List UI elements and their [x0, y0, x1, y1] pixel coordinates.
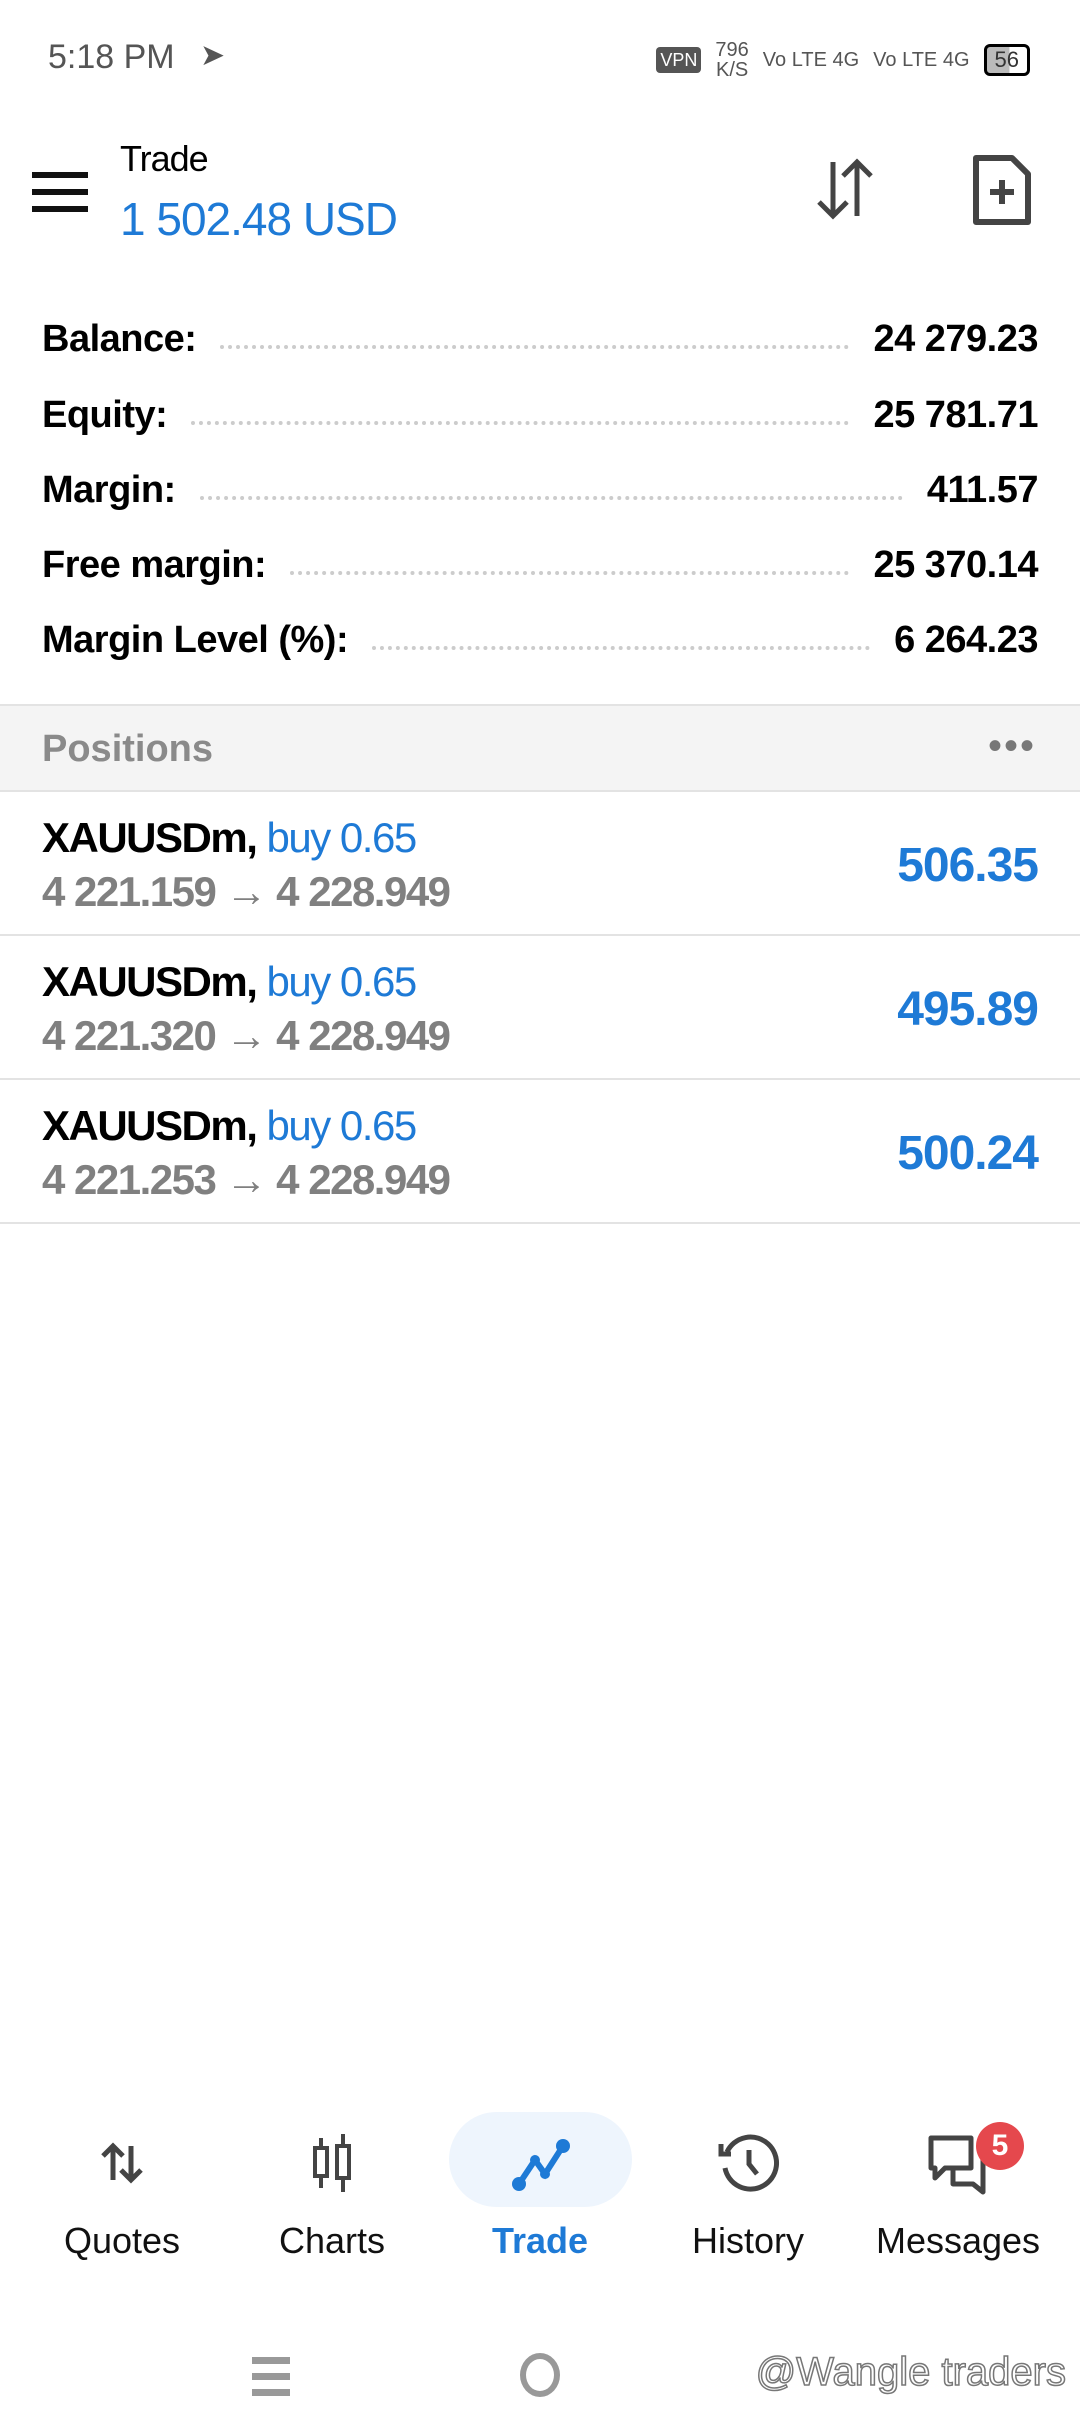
symbol: XAUUSDm,	[42, 814, 258, 861]
tab-quotes[interactable]: Quotes	[22, 2110, 222, 2290]
positions-header: Positions •••	[0, 704, 1080, 792]
sort-icon[interactable]	[805, 150, 885, 230]
balance-row: Balance: 24 279.23	[42, 309, 1038, 369]
prices: 4 221.320 → 4 228.949	[42, 1012, 451, 1059]
side: buy 0.65	[266, 958, 418, 1005]
net-unit: K/S	[715, 59, 749, 81]
bottom-nav: Quotes Charts Trade History 5 Messages	[0, 2110, 1080, 2290]
position-row[interactable]: XAUUSDm, buy 0.65 4 221.253 → 4 228.949 …	[0, 1080, 1080, 1224]
value: 411.57	[926, 468, 1039, 511]
margin-level-row: Margin Level (%): 6 264.23	[42, 610, 1038, 670]
value: 25 781.71	[873, 393, 1038, 436]
label: Equity:	[42, 393, 168, 436]
tab-label: Charts	[278, 2220, 386, 2261]
profit-total: 1 502.48 USD	[120, 193, 398, 245]
prices: 4 221.159 → 4 228.949	[42, 868, 451, 915]
net-speed: 796	[715, 39, 749, 61]
profit: 500.24	[897, 1127, 1039, 1180]
messages-icon	[928, 2135, 986, 2195]
status-time: 5:18 PM	[48, 38, 175, 76]
system-nav-bar	[0, 2345, 1080, 2415]
new-order-icon[interactable]	[962, 150, 1042, 230]
symbol: XAUUSDm,	[42, 958, 258, 1005]
positions-title: Positions	[42, 728, 214, 770]
label: Balance:	[42, 317, 197, 360]
equity-row: Equity: 25 781.71	[42, 385, 1038, 445]
free-margin-row: Free margin: 25 370.14	[42, 535, 1038, 595]
telegram-icon: ➤	[200, 39, 226, 72]
side: buy 0.65	[266, 814, 418, 861]
vpn-icon: VPN	[656, 47, 702, 73]
tab-label: Quotes	[63, 2220, 181, 2261]
tab-charts[interactable]: Charts	[232, 2110, 432, 2290]
value: 25 370.14	[873, 543, 1038, 586]
symbol: XAUUSDm,	[42, 1102, 258, 1149]
recents-button[interactable]	[252, 2357, 290, 2396]
menu-icon[interactable]	[32, 172, 88, 212]
tab-messages[interactable]: 5 Messages	[858, 2110, 1058, 2290]
watermark: @Wangle traders	[755, 2349, 1067, 2395]
trade-icon	[512, 2139, 570, 2191]
tab-label: History	[691, 2220, 804, 2261]
status-bar: 5:18 PM ➤ VPN 796 K/S Vo LTE 4G Vo LTE 4G…	[0, 30, 1080, 86]
quotes-icon	[101, 2142, 143, 2184]
page-title: Trade	[120, 138, 209, 179]
value: 6 264.23	[894, 618, 1038, 661]
label: Margin Level (%):	[42, 618, 349, 661]
home-button[interactable]	[520, 2353, 560, 2397]
label: Free margin:	[42, 543, 267, 586]
prices: 4 221.253 → 4 228.949	[42, 1156, 451, 1203]
sim2-signal-icon: Vo LTE 4G	[873, 49, 970, 71]
tab-label: Trade	[491, 2220, 589, 2261]
more-icon[interactable]: •••	[987, 724, 1036, 768]
profit: 495.89	[897, 983, 1039, 1036]
margin-row: Margin: 411.57	[42, 460, 1039, 520]
label: Margin:	[42, 468, 176, 511]
position-row[interactable]: XAUUSDm, buy 0.65 4 221.320 → 4 228.949 …	[0, 936, 1080, 1080]
side: buy 0.65	[266, 1102, 418, 1149]
battery-icon: 56	[983, 44, 1030, 76]
sim1-signal-icon: Vo LTE 4G	[762, 49, 860, 71]
history-icon	[718, 2134, 780, 2192]
tab-label: Messages	[875, 2220, 1041, 2261]
tab-trade[interactable]: Trade	[440, 2110, 640, 2290]
profit: 506.35	[897, 839, 1039, 892]
tab-history[interactable]: History	[648, 2110, 848, 2290]
position-row[interactable]: XAUUSDm, buy 0.65 4 221.159 → 4 228.949 …	[0, 792, 1080, 936]
value: 24 279.23	[873, 317, 1038, 360]
charts-icon	[313, 2134, 351, 2192]
messages-badge: 5	[976, 2122, 1024, 2170]
